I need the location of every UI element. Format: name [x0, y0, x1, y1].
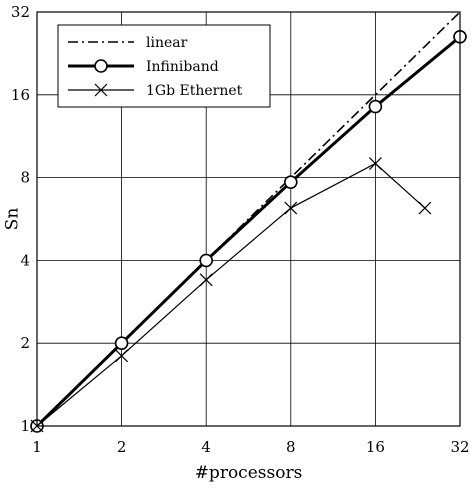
plot-frame — [36, 11, 461, 427]
x-tick-label: 32 — [450, 438, 469, 456]
y-tick-label: 16 — [11, 86, 30, 104]
series-line-linear — [36, 11, 461, 427]
y-tick-label: 2 — [20, 334, 30, 352]
data-point-1gb-ethernet — [284, 201, 298, 215]
data-point-infiniband — [283, 175, 298, 189]
legend-label-infiniband: Infiniband — [146, 59, 219, 75]
data-point-1gb-ethernet-stroke — [199, 273, 213, 287]
x-tick-label: 16 — [366, 438, 385, 456]
series-line-infiniband — [35, 35, 461, 428]
y-tick-label: 1 — [20, 417, 30, 435]
data-point-infiniband — [199, 253, 213, 268]
legend-label-linear: linear — [146, 35, 188, 51]
data-point-1gb-ethernet — [199, 273, 213, 287]
data-point-1gb-ethernet — [115, 349, 129, 363]
y-tick-label: 4 — [20, 251, 30, 269]
legend-marker-infiniband — [94, 59, 108, 73]
data-point-1gb-ethernet — [418, 201, 432, 215]
x-tick-label: 2 — [117, 438, 127, 456]
data-point-1gb-ethernet-stroke — [284, 201, 298, 215]
series-linear — [36, 11, 461, 427]
legend: linear Infiniband 1Gb Ethernet — [57, 24, 271, 108]
x-tick-label: 8 — [286, 438, 296, 456]
legend-marker-1gb-ethernet — [94, 83, 108, 97]
data-point-1gb-ethernet-stroke — [115, 349, 129, 363]
series-1gb-ethernet — [30, 157, 432, 433]
x-tick-label: 1 — [32, 438, 42, 456]
legend-marker-1gb-ethernet-stroke — [94, 83, 108, 97]
data-point-1gb-ethernet — [368, 157, 382, 170]
tick-labels: 1 2 4 8 16 32 1 2 4 8 16 32 — [11, 3, 470, 456]
series-line-1gb-ethernet — [36, 162, 426, 427]
data-point-infiniband — [114, 336, 129, 351]
data-point-1gb-ethernet-stroke — [368, 157, 382, 170]
x-tick-label: 4 — [201, 438, 211, 456]
y-axis-label: Sn — [3, 208, 23, 231]
data-point-1gb-ethernet-stroke — [418, 201, 432, 215]
x-axis-label: #processors — [195, 463, 303, 483]
y-tick-label: 32 — [11, 3, 30, 21]
data-point-infiniband — [368, 99, 383, 114]
y-tick-label: 8 — [20, 169, 30, 187]
legend-label-1gb-ethernet: 1Gb Ethernet — [146, 83, 243, 99]
